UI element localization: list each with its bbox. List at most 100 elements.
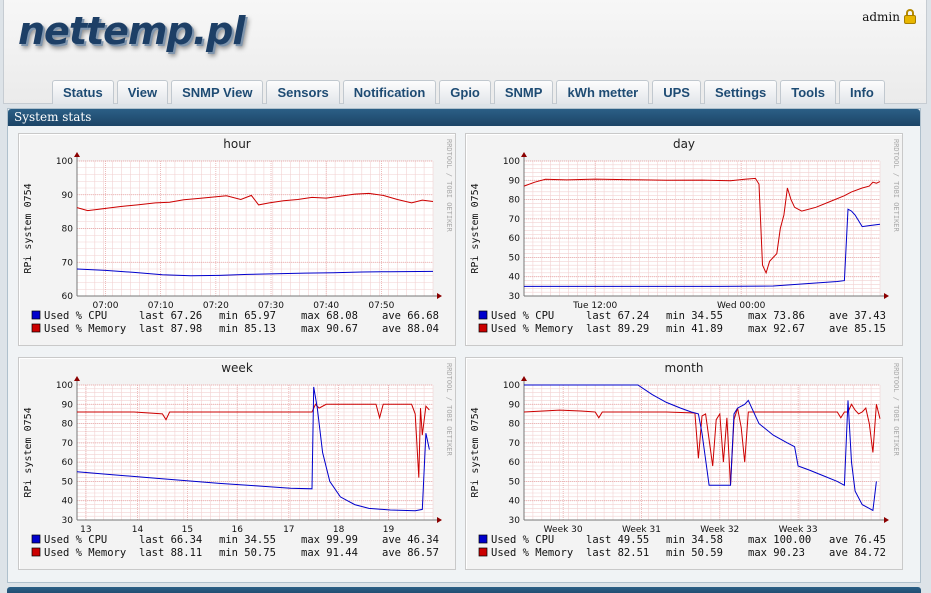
tab-snmp[interactable]: SNMP [493,80,554,104]
user-name[interactable]: admin [862,9,900,24]
tab-view[interactable]: View [116,80,169,104]
y-tick-label: 80 [62,225,74,235]
legend-swatch [478,323,488,333]
y-tick-label: 80 [509,196,521,206]
y-axis-arrow [74,152,80,157]
y-tick-label: 100 [56,381,73,391]
legend-stat-max: max 100.00 [748,534,811,546]
series-line-cpu [524,384,877,512]
x-tick-label: Tue 12:00 [572,301,617,311]
y-tick-label: 70 [62,439,74,449]
tab-sensors[interactable]: Sensors [266,80,340,104]
legend-stat-last: last 66.34 [139,534,202,546]
tab-kwh-metter[interactable]: kWh metter [556,80,650,104]
tab-gpio[interactable]: Gpio [439,80,491,104]
series-line-memory [76,192,434,212]
y-tick-label: 100 [503,157,520,167]
y-axis-label: RPi system 0754 [23,183,34,273]
graph-day[interactable]: day 30 40 50 60 70 80 90 100 Tue 12:00 Wed 00:00 RP… [465,133,903,346]
legend-stat-ave: ave 37.43 [829,310,886,322]
y-tick-label: 50 [509,477,521,487]
x-axis-arrow [437,517,442,523]
y-tick-label: 30 [509,516,521,526]
y-tick-label: 60 [509,458,521,468]
tab-ups[interactable]: UPS [652,80,701,104]
user-area: admin [862,9,916,24]
legend-name: Used % Memory [44,547,126,559]
y-axis-arrow [74,376,80,381]
series-line-memory [523,177,881,275]
legend-stat-min: min 85.13 [219,323,276,335]
graph-week[interactable]: week 30 40 50 60 70 80 90 100 13 14 15 16 17 18 19 RPi s… [18,357,456,570]
x-tick-label: 07:20 [203,301,229,311]
legend-name: Used % CPU [491,310,554,322]
y-tick-label: 90 [509,400,521,410]
legend-name: Used % Memory [44,323,126,335]
tab-tools[interactable]: Tools [780,80,836,104]
y-tick-label: 40 [509,497,521,507]
y-tick-label: 40 [509,273,521,283]
legend-name: Used % Memory [491,323,573,335]
legend-stat-min: min 34.55 [666,310,723,322]
x-tick-label: 07:00 [93,301,119,311]
x-tick-label: Week 32 [700,525,739,535]
x-tick-label: 15 [182,525,193,535]
tab-notification[interactable]: Notification [342,80,437,104]
legend-stat-ave: ave 86.57 [382,547,439,559]
graph-month[interactable]: month 30 40 50 60 70 80 90 100 Week 30 Week 31 Week… [465,357,903,570]
legend-stat-ave: ave 88.04 [382,323,439,335]
legend-stat-last: last 89.29 [586,323,649,335]
series-line-memory [523,403,881,486]
x-axis-arrow [884,293,889,299]
y-tick-label: 50 [509,253,521,263]
legend-stat-min: min 34.58 [666,534,723,546]
lock-icon[interactable] [904,9,916,24]
legend-name: Used % CPU [491,534,554,546]
legend-stat-last: last 49.55 [586,534,649,546]
legend-stat-max: max 90.67 [301,323,358,335]
legend-swatch [31,547,41,557]
legend-swatch [31,323,41,333]
legend-swatch [478,310,488,320]
y-tick-label: 100 [56,157,73,167]
legend-name: Used % CPU [44,534,107,546]
tab-snmp-view[interactable]: SNMP View [171,80,264,104]
legend-stat-ave: ave 85.15 [829,323,886,335]
x-axis-arrow [884,517,889,523]
y-axis-label: RPi system 0754 [23,407,34,497]
logo[interactable]: nettemp.pl [18,9,245,53]
legend-stat-last: last 67.26 [139,310,202,322]
legend-name: Used % CPU [44,310,107,322]
next-panel-header [7,587,921,593]
x-tick-label: Week 31 [622,525,661,535]
main-nav: Status View SNMP View Sensors Notificati… [52,80,888,104]
legend-stat-ave: ave 76.45 [829,534,886,546]
rrdtool-watermark: RRDTOOL / TOBI OETIKER [892,363,900,457]
y-tick-label: 100 [503,381,520,391]
rrdtool-watermark: RRDTOOL / TOBI OETIKER [445,363,453,457]
y-tick-label: 70 [509,439,521,449]
chart-title: day [673,137,695,151]
tab-settings[interactable]: Settings [703,80,778,104]
tab-info[interactable]: Info [838,80,885,104]
x-tick-label: 16 [231,525,243,535]
series-line-cpu [76,386,430,512]
tab-status[interactable]: Status [52,80,114,104]
legend-stat-max: max 68.08 [301,310,358,322]
graph-hour[interactable]: hour 60 70 80 90 100 07:00 07:10 07:20 07:30 07:40… [18,133,456,346]
chart-title: month [665,361,704,375]
rrdtool-watermark: RRDTOOL / TOBI OETIKER [445,139,453,233]
legend-stat-max: max 73.86 [748,310,805,322]
legend-swatch [478,547,488,557]
chart-svg: hour 60 70 80 90 100 07:00 07:10 07:20 07:30 07:40… [23,137,453,335]
legend-stat-max: max 91.44 [301,547,358,559]
panel-title: System stats [8,109,920,126]
y-tick-label: 90 [509,176,521,186]
chart-svg: month 30 40 50 60 70 80 90 100 Week 30 Week 31 Week… [470,361,900,559]
legend-stat-last: last 82.51 [586,547,649,559]
x-tick-label: Wed 00:00 [717,301,766,311]
x-tick-label: Week 33 [779,525,818,535]
y-tick-label: 80 [509,420,521,430]
x-tick-label: 13 [80,525,91,535]
y-tick-label: 50 [62,477,74,487]
